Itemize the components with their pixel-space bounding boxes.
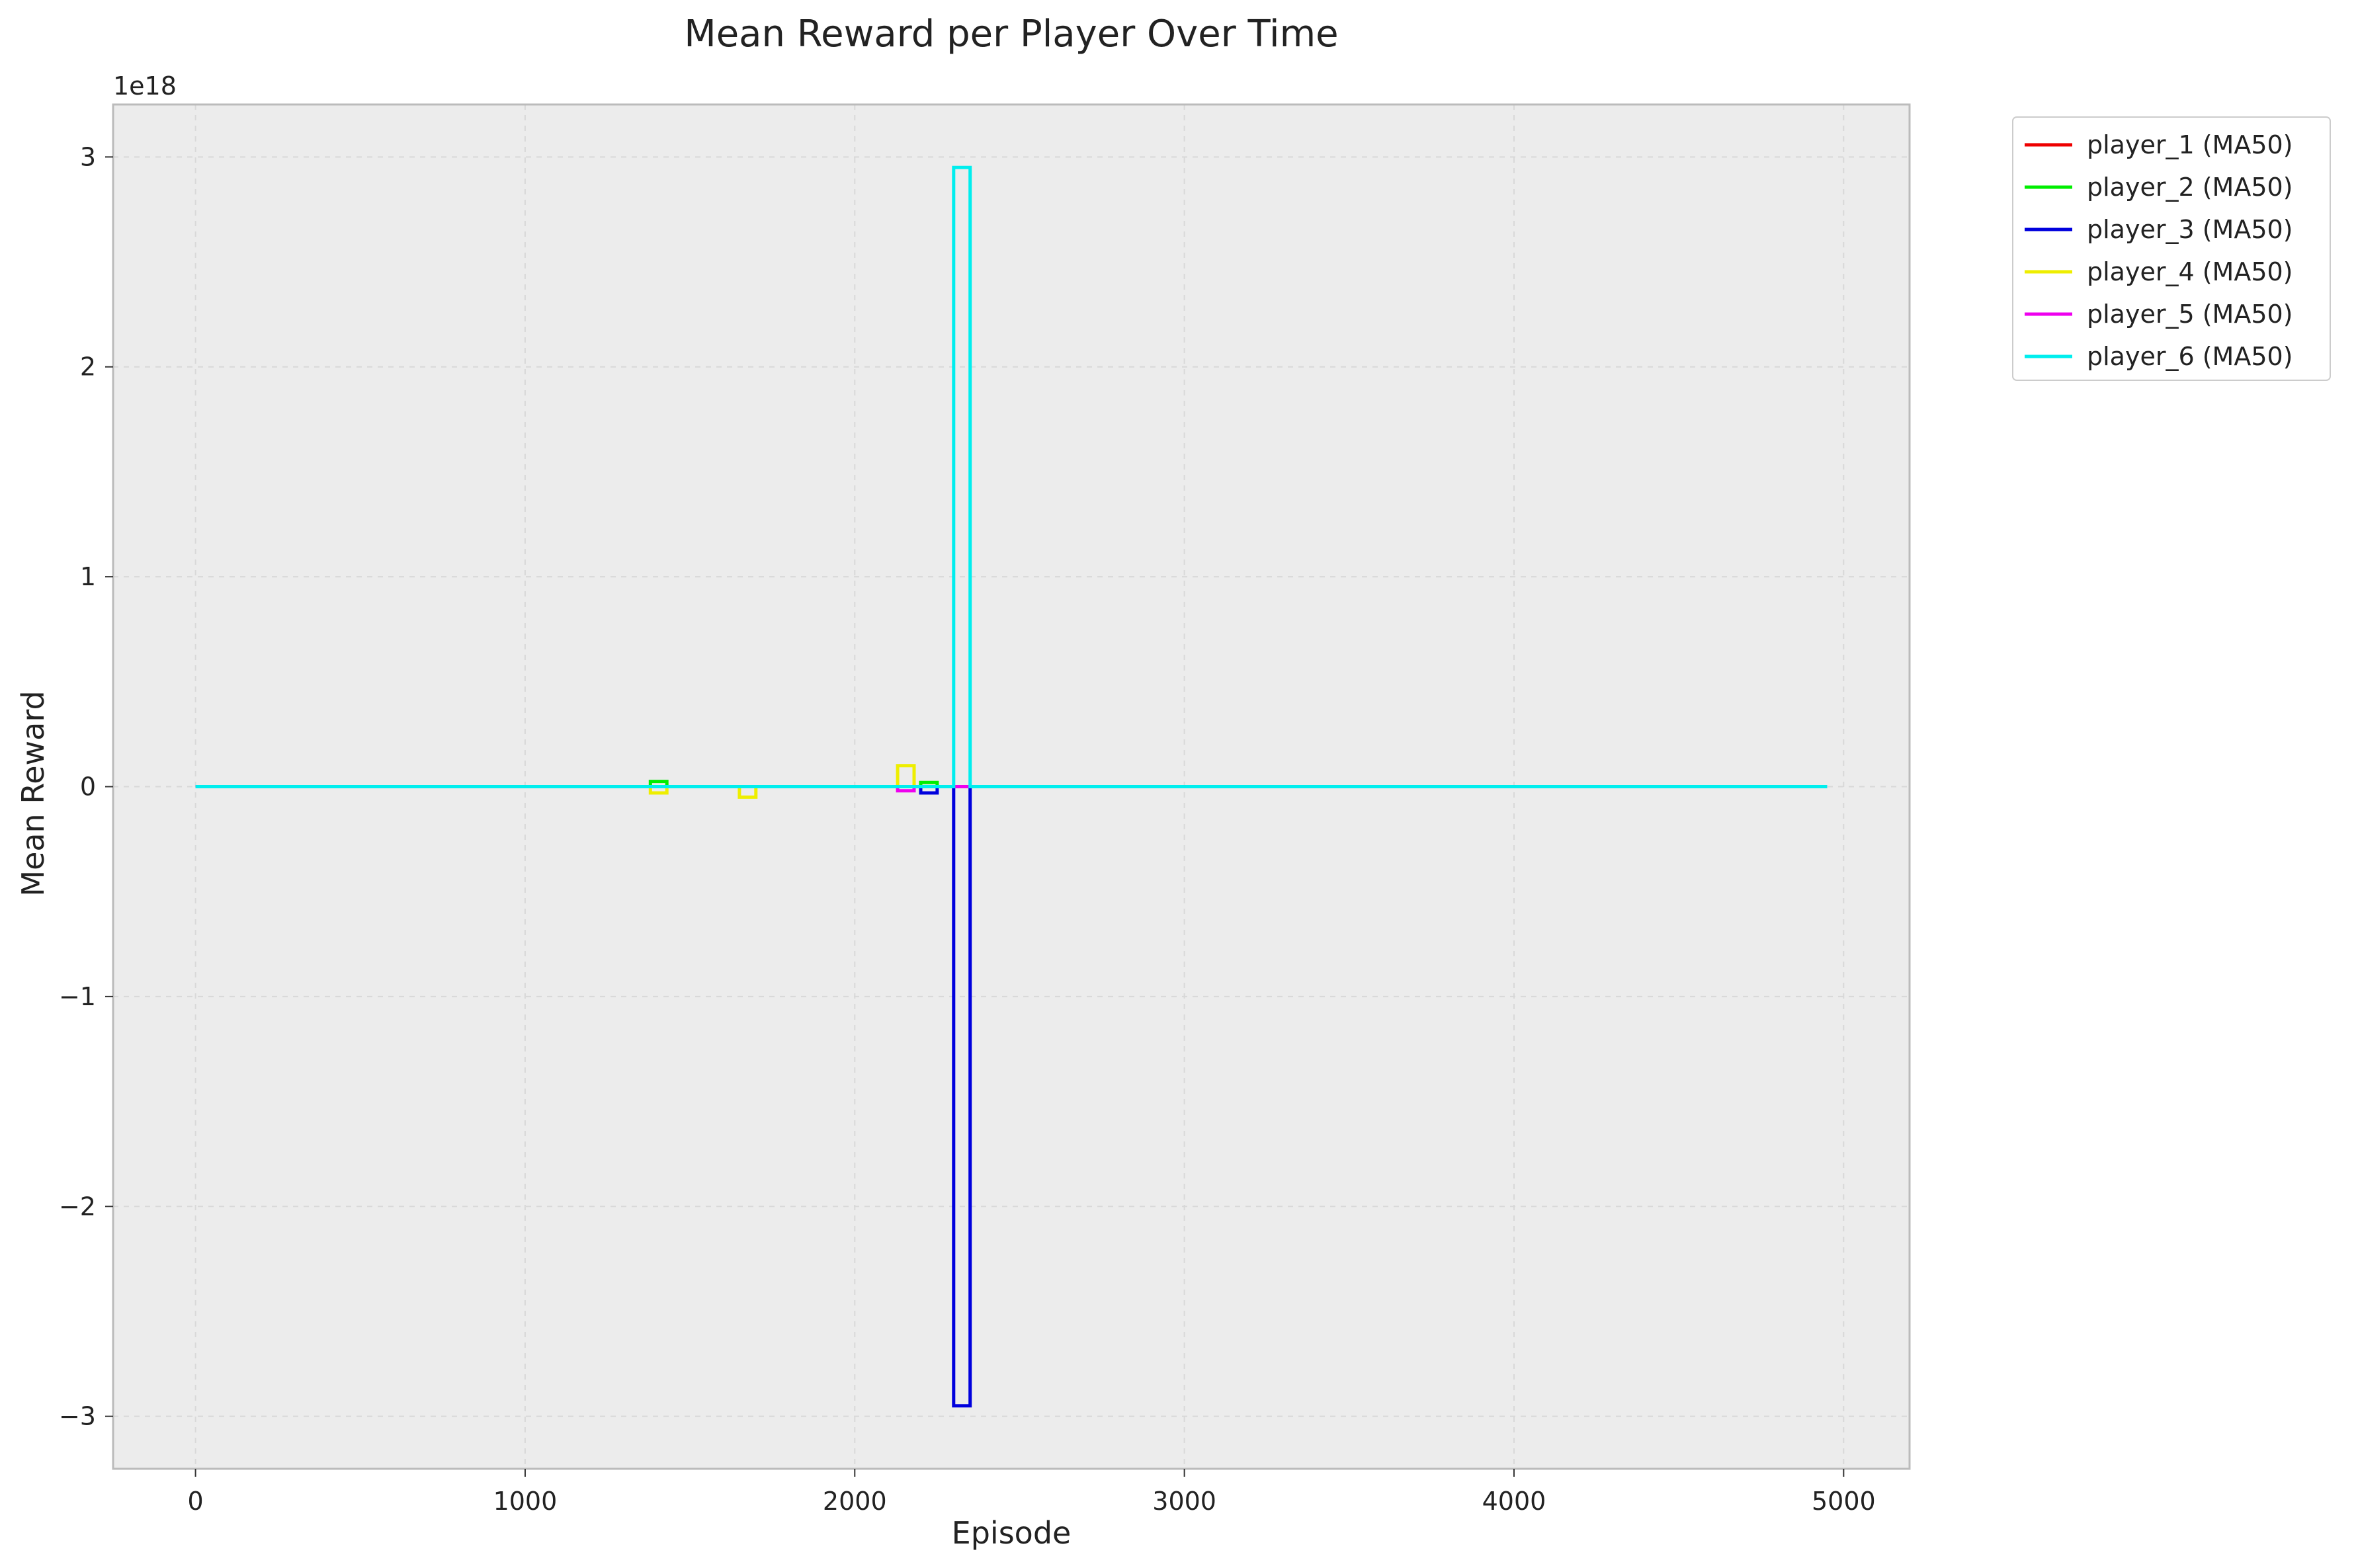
y-tick-label: 0 <box>80 772 96 802</box>
x-tick-label: 5000 <box>1812 1487 1876 1516</box>
x-tick-label: 3000 <box>1152 1487 1216 1516</box>
x-tick-label: 0 <box>187 1487 203 1516</box>
legend-label-player-3: player_3 (MA50) <box>2087 215 2293 244</box>
x-tick-label: 1000 <box>493 1487 558 1516</box>
legend-label-player-4: player_4 (MA50) <box>2087 257 2293 286</box>
x-tick-label: 4000 <box>1482 1487 1546 1516</box>
y-tick-label: 3 <box>80 142 96 171</box>
x-axis-label: Episode <box>952 1515 1072 1551</box>
legend-box <box>2012 116 2331 381</box>
legend: player_1 (MA50) player_2 (MA50) player_3 (… <box>2012 116 2331 381</box>
y-tick-label: −3 <box>59 1402 96 1431</box>
series-line-player-6 <box>195 165 1828 788</box>
y-axis-multiplier: 1e18 <box>113 71 177 101</box>
y-tick-label: −2 <box>59 1192 96 1221</box>
series-line-player-4 <box>195 764 1828 799</box>
legend-label-player-2: player_2 (MA50) <box>2087 173 2293 202</box>
y-tick-label: 1 <box>80 562 96 591</box>
y-axis-label: Mean Reward <box>15 690 51 896</box>
y-tick-label: −1 <box>59 982 96 1011</box>
legend-label-player-5: player_5 (MA50) <box>2087 300 2293 329</box>
legend-label-player-1: player_1 (MA50) <box>2087 130 2293 159</box>
chart-title: Mean Reward per Player Over Time <box>684 13 1338 56</box>
plot-area: 0 1000 2000 3000 4000 5000 −3 −2 −1 0 1 2 3 <box>59 103 1911 1516</box>
y-tick-label: 2 <box>80 352 96 382</box>
x-tick-label: 2000 <box>823 1487 887 1516</box>
legend-label-player-6: player_6 (MA50) <box>2087 342 2293 371</box>
